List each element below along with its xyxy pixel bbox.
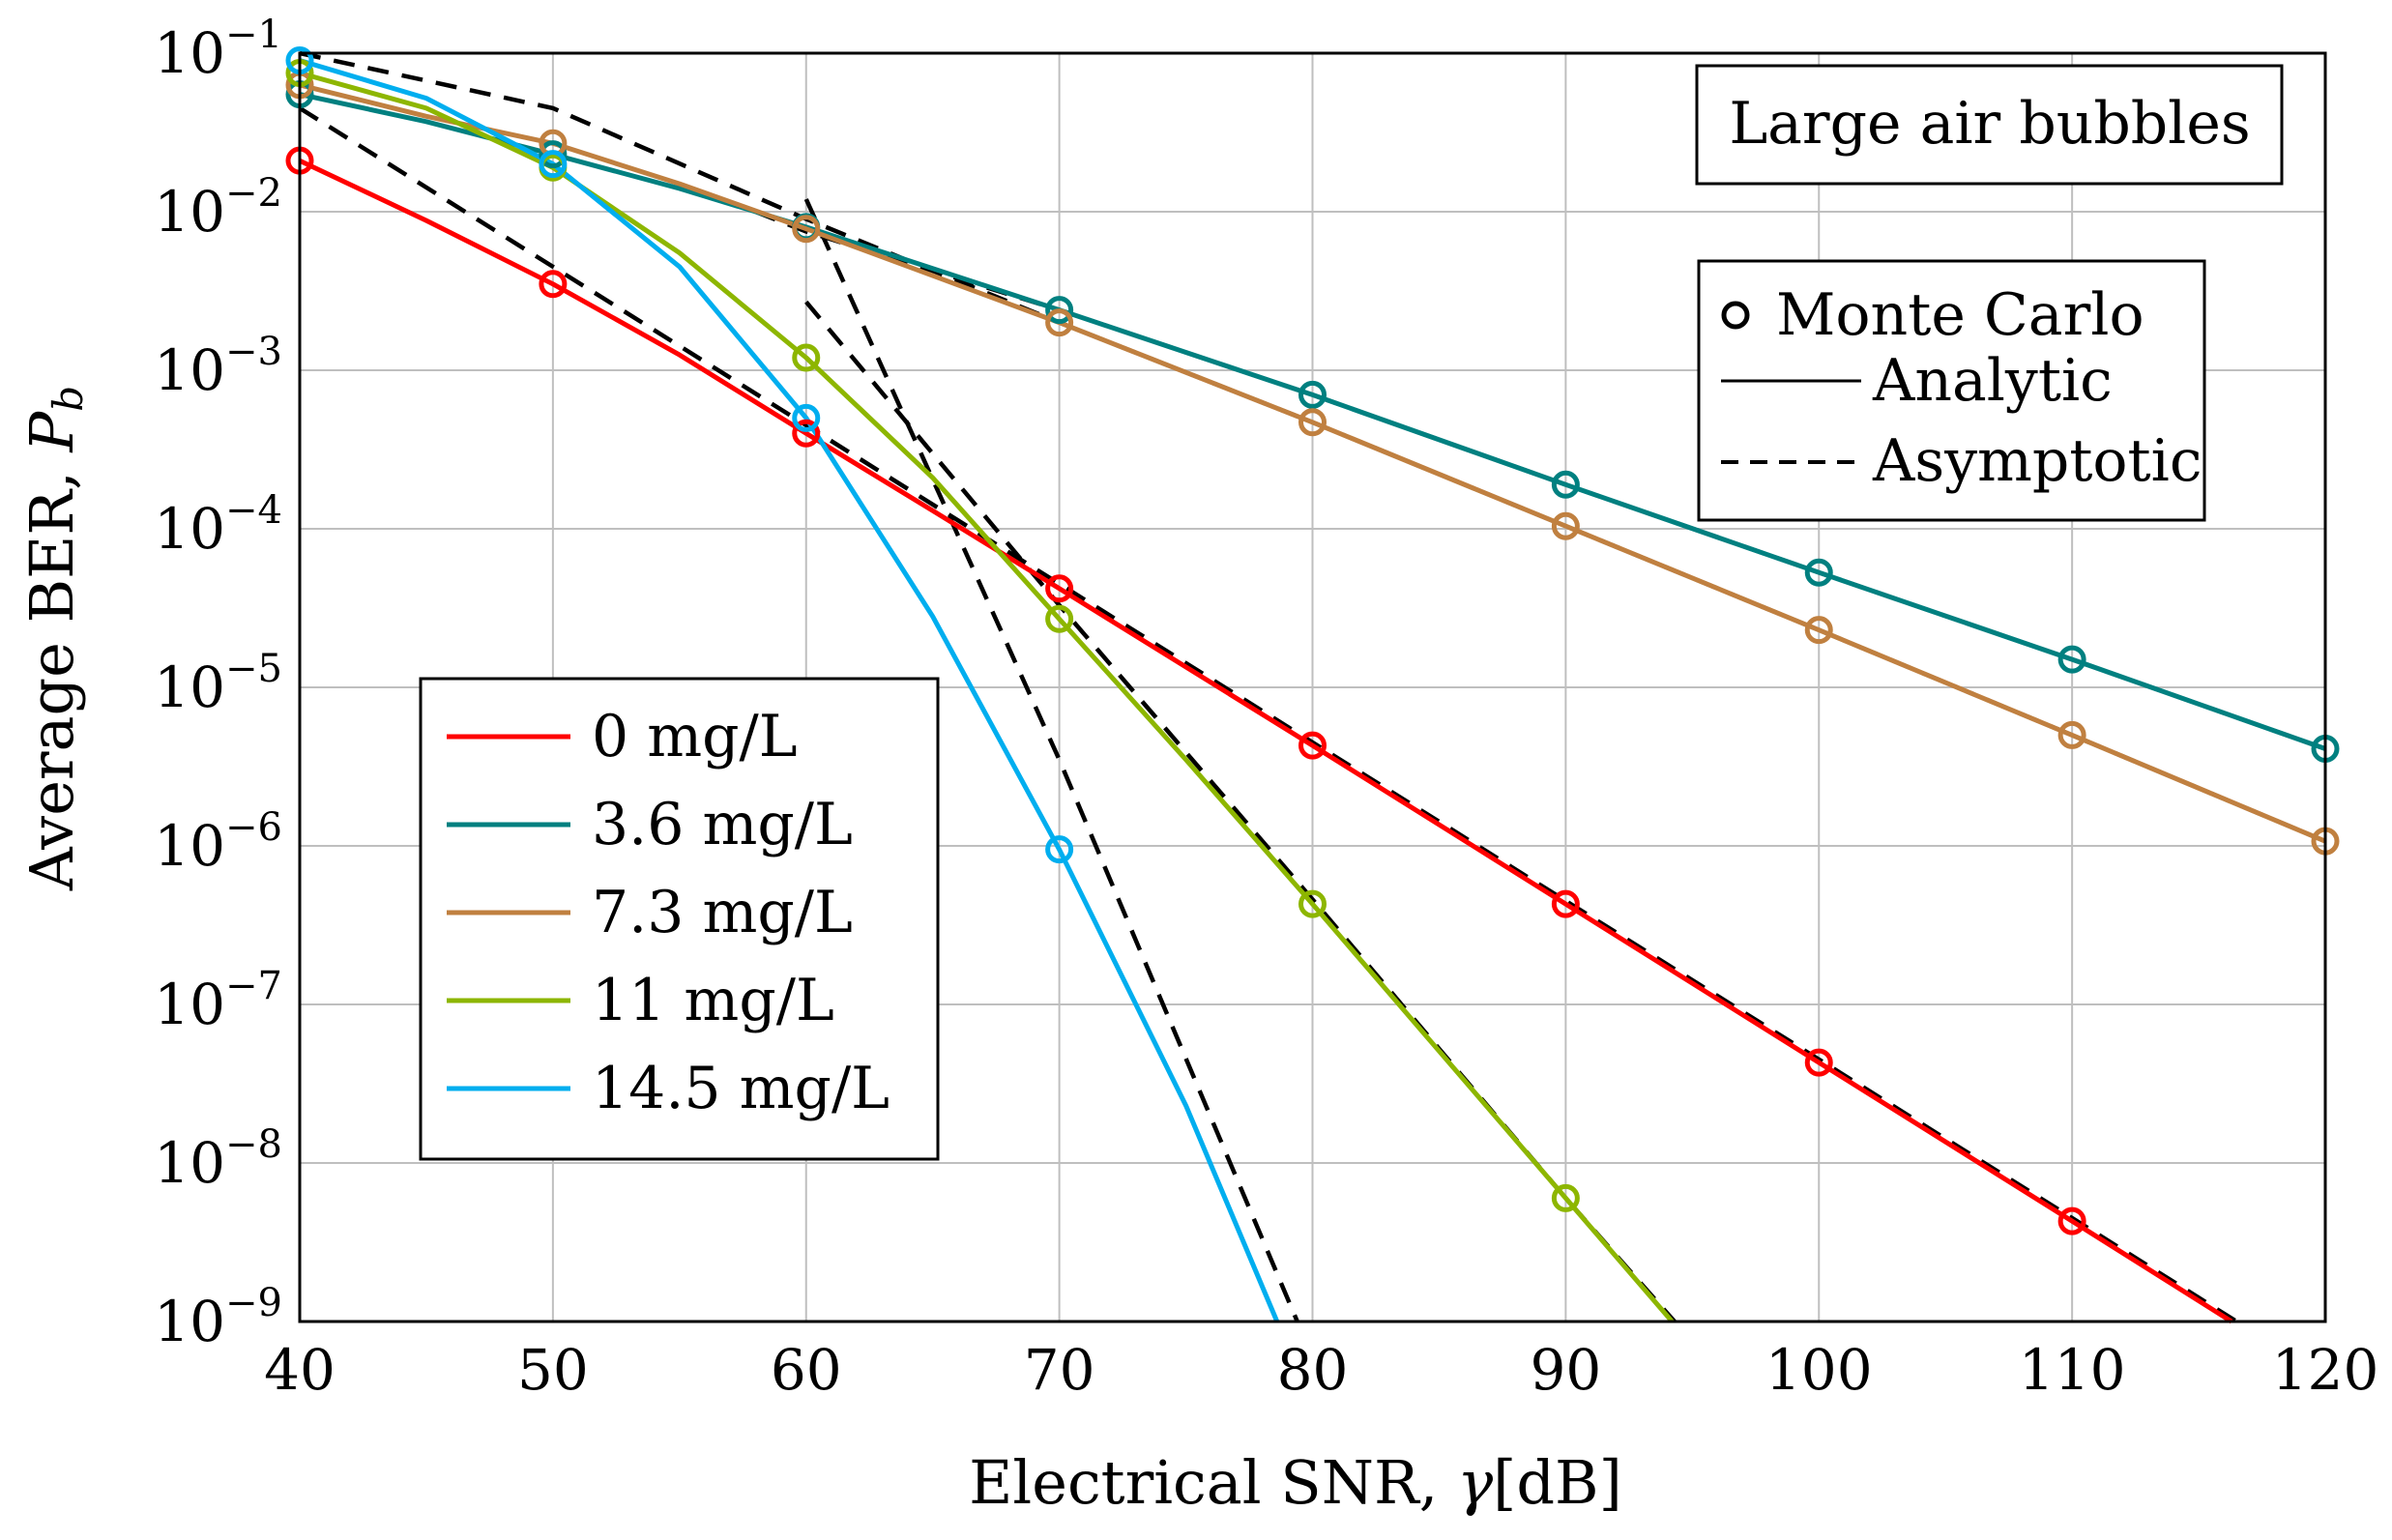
- marker-3-6-mg-l: [2057, 645, 2086, 674]
- y-tick-label: 10−1: [154, 13, 282, 86]
- y-axis-label-main: Average BER,: [16, 452, 87, 892]
- analytic-line-11-mg-l: [299, 71, 1675, 1323]
- x-tick-label: 50: [517, 1337, 589, 1403]
- marker-7-3-mg-l: [2057, 720, 2086, 749]
- x-tick-labels: 40 50 60 70 80 90 100 110 120: [264, 1337, 2378, 1403]
- x-axis-label-main: Electrical SNR,: [969, 1447, 1457, 1518]
- x-tick-label: 60: [771, 1337, 842, 1403]
- y-tick-label: 10−8: [154, 1122, 282, 1196]
- marker-7-3-mg-l: [1045, 308, 1074, 337]
- legend-label-7-3-mg-l: 7.3 mg/L: [592, 879, 853, 946]
- style-legend-frame: [1697, 259, 2206, 522]
- y-tick-label: 10−9: [154, 1281, 282, 1354]
- marker-11-mg-l: [792, 343, 821, 372]
- style-legend-circle-sample: [1721, 301, 1750, 330]
- style-legend-label-asymptotic: Asymptotic: [1872, 427, 2202, 495]
- y-axis-label-subscript: b: [44, 386, 92, 412]
- x-axis-label-symbol: γ: [1457, 1447, 1494, 1518]
- y-tick-label: 10−3: [154, 330, 282, 403]
- x-tick-label: 110: [2019, 1337, 2126, 1403]
- legend-label-0-mg-l: 0 mg/L: [592, 703, 798, 770]
- y-tick-labels: 10−1 10−2 10−3 10−4 10−5 10−6 10−7 10−8 10−9: [154, 13, 282, 1354]
- marker-14-5-mg-l: [792, 403, 821, 432]
- marker-3-6-mg-l: [1551, 470, 1580, 499]
- style-legend: Monte Carlo Analytic Asymptotic: [1697, 259, 2206, 522]
- marker-7-3-mg-l: [1804, 616, 1833, 645]
- marker-0-mg-l: [539, 270, 568, 299]
- style-legend-label-analytic: Analytic: [1872, 347, 2113, 415]
- marker-0-mg-l: [1298, 731, 1327, 760]
- asymptotic-line-0-mg-l: [298, 105, 2238, 1323]
- y-tick-label: 10−6: [154, 805, 282, 879]
- plot-frame: [298, 51, 2327, 1323]
- marker-14-5-mg-l: [539, 150, 568, 179]
- legend-label-3-6-mg-l: 3.6 mg/L: [592, 791, 853, 858]
- analytic-line-14-5-mg-l: [299, 58, 1280, 1322]
- y-tick-label: 10−4: [154, 488, 282, 562]
- y-tick-label: 10−2: [154, 171, 282, 245]
- marker-3-6-mg-l: [1298, 380, 1327, 409]
- y-tick-label: 10−5: [154, 647, 282, 720]
- x-tick-label: 120: [2272, 1337, 2379, 1403]
- marker-7-3-mg-l: [1551, 511, 1580, 540]
- annotation-text: Large air bubbles: [1729, 90, 2250, 158]
- asymptotic-line-14-5-mg-l: [803, 198, 1299, 1322]
- x-tick-label: 100: [1765, 1337, 1873, 1403]
- marker-11-mg-l: [1045, 604, 1074, 633]
- marker-7-3-mg-l: [792, 215, 821, 244]
- marker-11-mg-l: [1298, 889, 1327, 918]
- style-legend-label-monte-carlo: Monte Carlo: [1776, 281, 2144, 349]
- marker-3-6-mg-l: [1045, 296, 1074, 325]
- x-axis-label-unit: [dB]: [1493, 1447, 1622, 1518]
- marker-7-3-mg-l: [1298, 408, 1327, 437]
- legend-label-11-mg-l: 11 mg/L: [592, 967, 834, 1034]
- y-axis-label: Average BER, Pb: [16, 386, 92, 891]
- marker-0-mg-l: [1045, 574, 1074, 603]
- x-axis-label: Electrical SNR, γ[dB]: [969, 1447, 1622, 1518]
- marker-3-6-mg-l: [1804, 558, 1833, 587]
- series-legend: 0 mg/L 3.6 mg/L 7.3 mg/L 11 mg/L 14.5 mg/L: [419, 677, 940, 1161]
- marker-0-mg-l: [1804, 1048, 1833, 1077]
- y-tick-label: 10−7: [154, 964, 282, 1037]
- x-tick-label: 80: [1277, 1337, 1349, 1403]
- annotation-box: Large air bubbles: [1695, 64, 2284, 186]
- legend-label-14-5-mg-l: 14.5 mg/L: [592, 1055, 890, 1122]
- x-tick-label: 40: [264, 1337, 335, 1403]
- marker-11-mg-l: [1551, 1183, 1580, 1212]
- x-tick-label: 90: [1530, 1337, 1601, 1403]
- marker-3-6-mg-l: [539, 140, 568, 169]
- x-tick-label: 70: [1024, 1337, 1095, 1403]
- marker-0-mg-l: [1551, 889, 1580, 918]
- marker-14-5-mg-l: [1045, 835, 1074, 864]
- y-axis-label-symbol: P: [16, 411, 87, 453]
- marker-0-mg-l: [2057, 1206, 2086, 1235]
- marker-0-mg-l: [792, 419, 821, 448]
- series-legend-frame: [419, 677, 940, 1161]
